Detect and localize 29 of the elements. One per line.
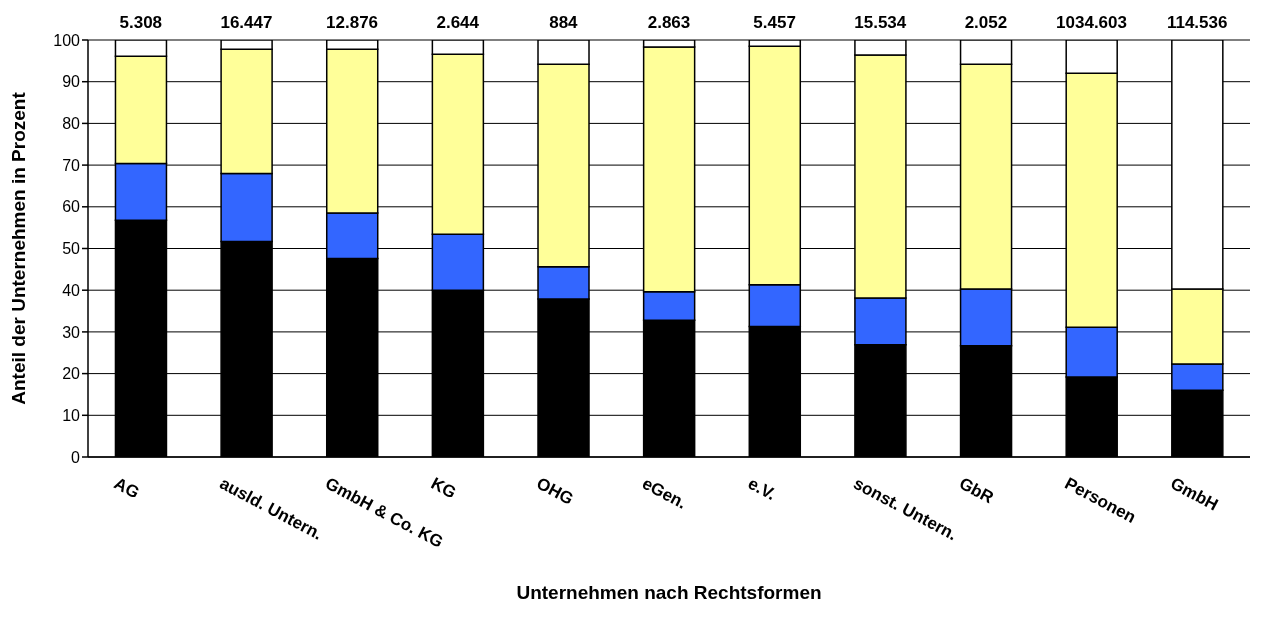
x-tick-label: KG [427, 473, 460, 503]
annotation: 2.052 [964, 13, 1008, 32]
x-tick-label: AG [110, 473, 143, 503]
y-tick-label: 100 [53, 31, 81, 49]
annotation: 5.308 [119, 13, 163, 32]
annotation: 114.536 [1166, 13, 1228, 32]
x-tick-label: e.V. [744, 473, 780, 504]
y-tick-label: 40 [62, 281, 81, 299]
y-tick-label: 10 [62, 406, 81, 424]
x-tick-label: OHG [533, 473, 577, 509]
annotation: 2.644 [436, 13, 480, 32]
y-tick-label: 20 [62, 365, 81, 383]
y-tick-label: 90 [62, 73, 81, 91]
annotation: 16.447 [220, 13, 273, 32]
annotation: 15.534 [854, 13, 907, 32]
annotation: 2.863 [647, 13, 691, 32]
y-tick-label: 80 [62, 115, 81, 133]
y-tick-label: 0 [71, 448, 81, 466]
y-tick-label: 50 [62, 240, 81, 258]
x-axis-title: Unternehmen nach Rechtsformen [516, 582, 822, 603]
y-tick-label: 70 [62, 156, 81, 174]
annotation: 5.457 [753, 13, 796, 32]
annotation: 884 [549, 13, 579, 32]
y-tick-label: 60 [62, 198, 81, 216]
annotation: 12.876 [326, 13, 379, 32]
x-tick-label: GbR [956, 473, 997, 508]
annotation: 1034.603 [1056, 13, 1127, 32]
y-tick-label: 30 [62, 323, 81, 341]
y-axis-title: Anteil der Unternehmen in Prozent [7, 91, 29, 405]
